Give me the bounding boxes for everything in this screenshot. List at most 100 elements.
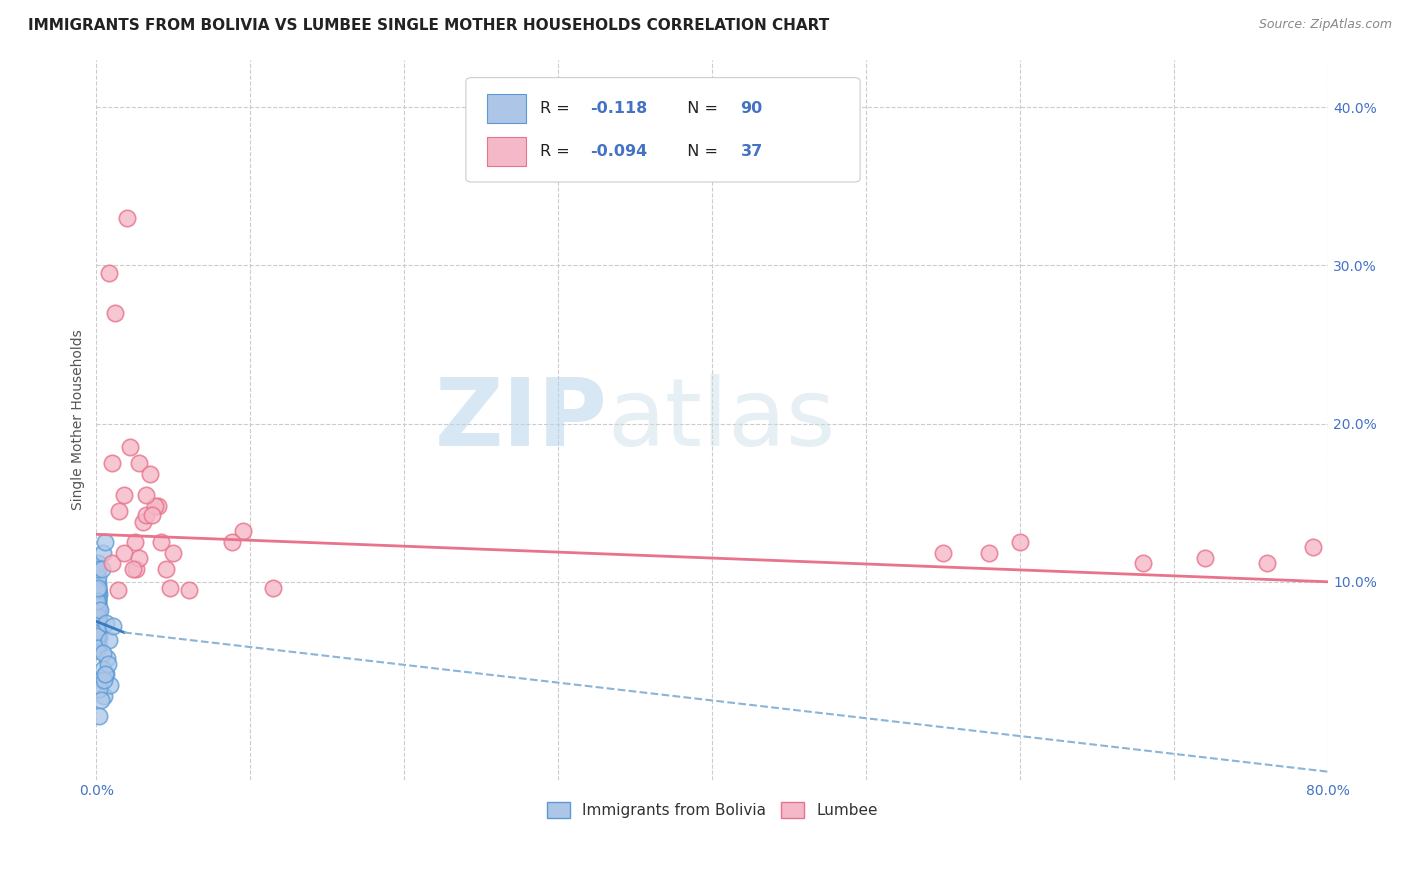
Point [86,635,108,649]
Point [97,633,120,648]
Point [1010,535,1032,549]
Point [89,682,111,697]
Point [86,592,108,607]
Point [94,615,117,630]
Point [87,632,110,646]
Point [139,467,162,482]
Point [128,456,150,470]
Point [90,693,112,707]
Point [86,617,108,632]
Point [86,594,108,608]
Point [135,508,157,523]
Text: N =: N = [676,144,723,159]
Point [103,619,125,633]
Point [86,595,108,609]
Point [86,621,108,635]
Point [86,625,108,640]
Point [86,591,108,605]
Point [86,586,108,600]
Point [104,306,127,320]
Point [221,535,243,549]
Point [87,589,110,603]
Point [979,546,1001,560]
Point [86,586,108,600]
Point [94,666,117,681]
Point [86,636,108,650]
Point [87,581,110,595]
Point [262,581,284,595]
Point [86,582,108,597]
Point [87,591,110,605]
Point [1132,556,1154,570]
Point [112,546,135,560]
Point [98,678,121,692]
Point [86,597,108,611]
Point [93,673,115,687]
Point [86,597,108,611]
Point [108,503,131,517]
Point [97,266,120,280]
Text: IMMIGRANTS FROM BOLIVIA VS LUMBEE SINGLE MOTHER HOUSEHOLDS CORRELATION CHART: IMMIGRANTS FROM BOLIVIA VS LUMBEE SINGLE… [28,18,830,33]
Point [87,615,110,630]
Point [86,615,108,629]
Text: 37: 37 [741,144,763,159]
Point [87,619,110,633]
Point [162,546,184,560]
Point [1302,540,1324,554]
Point [100,456,122,470]
Text: Source: ZipAtlas.com: Source: ZipAtlas.com [1258,18,1392,31]
Point [87,576,110,591]
Point [932,546,955,560]
Point [87,609,110,624]
Point [93,689,115,703]
Point [120,440,142,454]
Point [125,562,148,576]
Text: N =: N = [676,101,723,116]
Point [131,515,153,529]
FancyBboxPatch shape [486,136,526,166]
Point [87,562,110,576]
Point [155,562,177,576]
Point [87,601,110,615]
Point [86,607,108,622]
Point [97,657,120,671]
Point [86,595,108,609]
Point [87,587,110,601]
Point [86,633,108,648]
Point [141,508,163,523]
Point [87,630,110,644]
Point [87,641,110,656]
Point [90,562,112,576]
Point [89,603,111,617]
Point [150,535,173,549]
FancyBboxPatch shape [465,78,860,182]
Point [86,615,108,630]
Point [124,535,146,549]
Point [87,600,110,615]
Point [87,617,110,632]
Point [87,611,110,625]
Point [94,535,117,549]
Text: ZIP: ZIP [434,374,607,466]
Text: atlas: atlas [607,374,835,466]
Point [112,488,135,502]
Text: -0.094: -0.094 [591,144,648,159]
Point [86,607,108,621]
Point [87,584,110,599]
Point [87,622,110,636]
Point [87,594,110,608]
Point [90,673,112,687]
Text: -0.118: -0.118 [591,101,648,116]
Point [87,615,110,629]
FancyBboxPatch shape [486,94,526,123]
Point [86,599,108,613]
Point [86,630,108,644]
Point [86,613,108,627]
Point [91,646,114,660]
Point [177,582,200,597]
Point [87,556,110,570]
Point [87,580,110,594]
Point [87,599,110,613]
Point [122,562,145,576]
Point [86,594,108,608]
